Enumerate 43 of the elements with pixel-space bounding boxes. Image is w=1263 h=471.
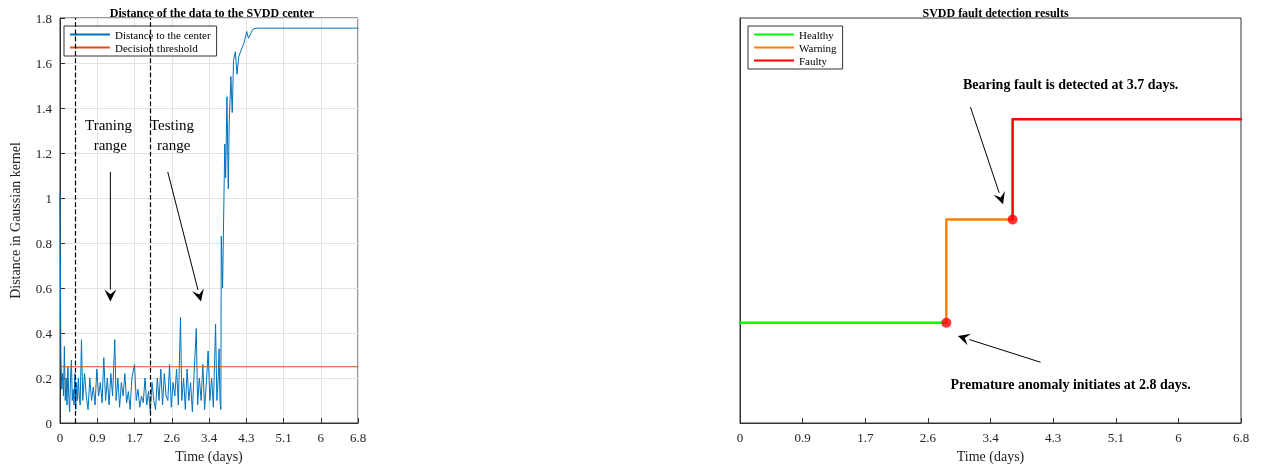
x-axis-title: Time (days) [956,448,1025,465]
x-tick-label: 2.6 [919,430,937,445]
x-tick-label: 4.3 [1045,430,1062,445]
x-tick-label: 0.9 [794,430,811,445]
y-tick-label: 0.8 [35,235,52,251]
x-tick-label: 6 [317,430,325,445]
x-tick-label: 1.7 [126,430,144,445]
y-axis-title: Distance in Gaussian kernel [7,142,23,299]
y-tick-label: 1.4 [35,100,53,116]
annotation: Traning range [85,117,136,154]
x-tick-label: 6.8 [1232,430,1250,445]
chart-title: Distance of the data to the SVDD center [109,6,315,20]
x-tick-label: 1.7 [857,430,874,445]
line-series [59,27,359,413]
x-tick-label: 3.4 [200,430,218,445]
x-tick-label: 4.3 [238,430,255,445]
y-tick-label: 1.6 [35,55,53,71]
x-tick-label: 6.8 [349,430,367,445]
y-tick-label: 1.8 [35,10,52,26]
annotation: Premature anomaly initiates at 2.8 days. [950,377,1191,393]
legend-label: Decision threshold [115,41,199,54]
y-tick-label: 1.2 [35,145,52,161]
legend-label: Healthy [799,28,835,41]
x-tick-label: 0.9 [89,430,106,445]
legend-label: Faulty [799,54,828,67]
annotation: Testing range [149,117,198,154]
y-tick-label: 0 [45,415,52,431]
x-tick-label: 2.6 [163,430,181,445]
chart-title: SVDD fault detection results [922,6,1069,20]
y-tick-label: 0.2 [35,370,52,386]
y-tick-label: 0.6 [35,280,53,296]
x-tick-label: 0 [56,430,64,445]
y-tick-label: 0.4 [35,325,53,341]
legend-label: Distance to the center [115,28,211,41]
x-tick-label: 0 [736,430,744,445]
legend-label: Warning [799,41,838,54]
y-tick-label: 1 [45,190,52,206]
x-tick-label: 6 [1175,430,1183,445]
x-tick-label: 3.4 [982,430,1000,445]
x-tick-label: 5.1 [275,430,292,445]
x-tick-label: 5.1 [1107,430,1124,445]
text: Bearing fault is detected at 3.7 days. [962,77,1179,93]
x-axis-title: Time (days) [175,448,244,465]
